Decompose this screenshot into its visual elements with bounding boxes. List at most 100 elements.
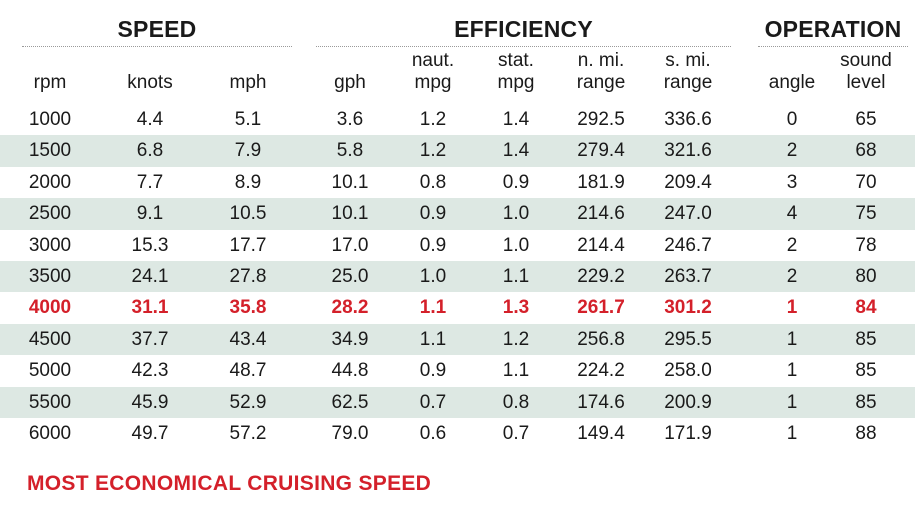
- cell-gph: 25.0: [331, 265, 369, 287]
- cell-sound-level: 85: [855, 391, 877, 413]
- column-header-stat-mpg: stat. mpg: [497, 50, 535, 93]
- cell-stat-mpg: 1.1: [502, 265, 530, 287]
- cell-angle: 0: [786, 109, 798, 130]
- cell-s-mi-range: 336.6: [664, 109, 712, 130]
- cell-naut-mpg: 1.2: [419, 140, 447, 162]
- group-title-operation: OPERATION: [764, 16, 902, 42]
- cell-n-mi-range: 261.7: [577, 297, 625, 319]
- group-title-efficiency: EFFICIENCY: [454, 16, 593, 42]
- cell-naut-mpg: 0.7: [419, 391, 447, 413]
- cell-mph: 52.9: [229, 391, 267, 413]
- cell-mph: 17.7: [229, 234, 267, 256]
- cell-knots: 7.7: [136, 171, 164, 193]
- column-header-angle: angle: [768, 72, 816, 93]
- cell-stat-mpg: 1.1: [502, 360, 530, 382]
- cell-stat-mpg: 1.0: [502, 234, 530, 256]
- cell-rpm: 1000: [28, 109, 72, 130]
- cell-sound-level: 65: [855, 109, 877, 130]
- cell-s-mi-range: 295.5: [664, 328, 712, 350]
- cell-stat-mpg: 1.2: [502, 328, 530, 350]
- cell-angle: 1: [786, 360, 798, 382]
- cell-s-mi-range: 258.0: [664, 360, 712, 382]
- table-row: 4000 31.1 35.8 28.2 1.1 1.3 261.7 301.2 1 84: [0, 292, 915, 323]
- cell-rpm: 5500: [28, 391, 72, 413]
- cell-rpm: 5000: [28, 360, 72, 382]
- cell-naut-mpg: 1.1: [419, 297, 447, 319]
- cell-naut-mpg: 0.9: [419, 203, 447, 225]
- table-row: 3500 24.1 27.8 25.0 1.0 1.1 229.2 263.7 2 80: [0, 260, 915, 293]
- cell-sound-level: 85: [855, 328, 877, 350]
- cell-s-mi-range: 247.0: [664, 203, 712, 225]
- cell-angle: 1: [786, 328, 798, 350]
- cell-n-mi-range: 149.4: [577, 422, 625, 444]
- cell-naut-mpg: 0.9: [419, 360, 447, 382]
- cell-mph: 48.7: [229, 360, 267, 382]
- cell-rpm: 3000: [28, 234, 72, 256]
- cell-mph: 5.1: [234, 109, 262, 130]
- column-header-knots: knots: [127, 72, 173, 93]
- cell-gph: 62.5: [331, 391, 369, 413]
- cell-sound-level: 78: [855, 234, 877, 256]
- cell-angle: 1: [786, 297, 798, 319]
- table-row: 5500 45.9 52.9 62.5 0.7 0.8 174.6 200.9 1 85: [0, 386, 915, 418]
- column-header-rpm: rpm: [33, 72, 67, 93]
- table-body: 1000 4.4 5.1 3.6 1.2 1.4 292.5 336.6 0 65 1500 6.8 7…: [0, 104, 915, 449]
- cell-gph: 34.9: [331, 328, 369, 350]
- cell-mph: 27.8: [229, 265, 267, 287]
- group-title-speed: SPEED: [117, 16, 197, 42]
- cell-mph: 35.8: [229, 297, 267, 319]
- cell-sound-level: 68: [855, 140, 877, 162]
- cell-n-mi-range: 229.2: [577, 265, 625, 287]
- cell-sound-level: 75: [855, 203, 877, 225]
- cell-stat-mpg: 1.4: [502, 109, 530, 130]
- cell-naut-mpg: 1.0: [419, 265, 447, 287]
- table-row: 6000 49.7 57.2 79.0 0.6 0.7 149.4 171.9 1 88: [0, 418, 915, 449]
- cell-mph: 8.9: [234, 171, 262, 193]
- cell-mph: 10.5: [229, 203, 267, 225]
- cell-stat-mpg: 0.9: [502, 171, 530, 193]
- cell-angle: 2: [786, 265, 798, 287]
- cell-knots: 45.9: [131, 391, 169, 413]
- column-header-mph: mph: [229, 72, 267, 93]
- column-header-s-mi-range: s. mi. range: [663, 50, 713, 93]
- cell-angle: 1: [786, 422, 798, 444]
- cell-angle: 1: [786, 391, 798, 413]
- cell-naut-mpg: 0.8: [419, 171, 447, 193]
- cell-sound-level: 70: [855, 171, 877, 193]
- cell-rpm: 6000: [28, 422, 72, 444]
- cell-gph: 10.1: [331, 171, 369, 193]
- cell-n-mi-range: 292.5: [577, 109, 625, 130]
- table-row: 3000 15.3 17.7 17.0 0.9 1.0 214.4 246.7 2 78: [0, 230, 915, 261]
- cell-knots: 6.8: [136, 140, 164, 162]
- cell-rpm: 2500: [28, 203, 72, 225]
- cell-n-mi-range: 279.4: [577, 140, 625, 162]
- cell-mph: 7.9: [234, 140, 262, 162]
- table-row: 2500 9.1 10.5 10.1 0.9 1.0 214.6 247.0 4 75: [0, 198, 915, 230]
- cell-angle: 4: [786, 203, 798, 225]
- cell-mph: 43.4: [229, 328, 267, 350]
- table-row: 2000 7.7 8.9 10.1 0.8 0.9 181.9 209.4 3 70: [0, 167, 915, 198]
- cell-gph: 79.0: [331, 422, 369, 444]
- cell-gph: 3.6: [336, 109, 364, 130]
- cell-naut-mpg: 1.2: [419, 109, 447, 130]
- cell-rpm: 3500: [28, 265, 72, 287]
- cell-n-mi-range: 181.9: [577, 171, 625, 193]
- table-row: 1000 4.4 5.1 3.6 1.2 1.4 292.5 336.6 0 65: [0, 104, 915, 135]
- group-rule-efficiency: [316, 46, 731, 47]
- table-row: 5000 42.3 48.7 44.8 0.9 1.1 224.2 258.0 1 85: [0, 355, 915, 386]
- cell-s-mi-range: 263.7: [664, 265, 712, 287]
- cell-gph: 17.0: [331, 234, 369, 256]
- cell-rpm: 2000: [28, 171, 72, 193]
- column-header-gph: gph: [334, 72, 366, 93]
- cell-s-mi-range: 200.9: [664, 391, 712, 413]
- cell-gph: 44.8: [331, 360, 369, 382]
- cell-knots: 37.7: [131, 328, 169, 350]
- column-header-n-mi-range: n. mi. range: [576, 50, 626, 93]
- cell-stat-mpg: 0.7: [502, 422, 530, 444]
- cell-s-mi-range: 301.2: [664, 297, 712, 319]
- cell-knots: 49.7: [131, 422, 169, 444]
- cell-angle: 2: [786, 140, 798, 162]
- cell-s-mi-range: 171.9: [664, 422, 712, 444]
- column-header-naut-mpg: naut. mpg: [411, 50, 455, 93]
